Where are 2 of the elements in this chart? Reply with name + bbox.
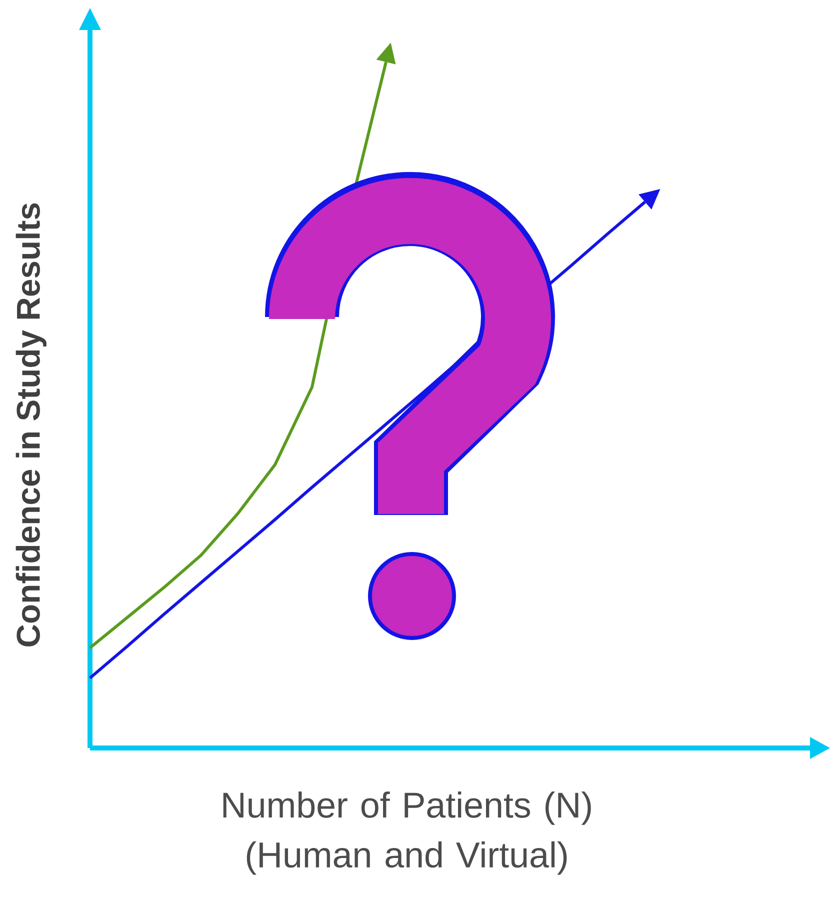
y-axis-title: Confidence in Study Results <box>16 203 46 646</box>
x-axis-title: Number of Patients (N) (Human and Virtual) <box>223 792 591 875</box>
